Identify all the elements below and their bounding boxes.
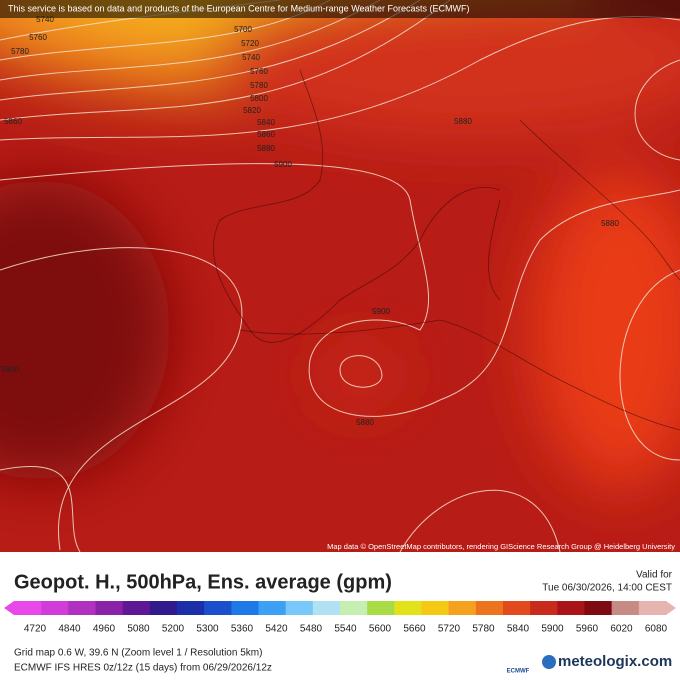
contour-label: 5820 [243, 106, 261, 115]
contour-label: 5900 [1, 365, 19, 374]
contour-label: 5880 [454, 117, 472, 126]
contour-label: 5700 [234, 25, 252, 34]
legend-title: Geopot. H., 500hPa, Ens. average (gpm) [14, 571, 392, 593]
contour-label: 5760 [29, 33, 47, 42]
scale-cell [95, 601, 124, 615]
scale-tick-label: 5840 [507, 624, 530, 635]
contour-label: 5880 [356, 418, 374, 427]
scale-tick-label: 6020 [610, 624, 633, 635]
map-attribution: Map data © OpenStreetMap contributors, r… [327, 542, 675, 551]
scale-cell [475, 601, 504, 615]
scale-tick-label: 5300 [196, 624, 219, 635]
scale-cell [367, 601, 395, 615]
scale-tick-label: 5600 [369, 624, 392, 635]
contour-label: 5740 [36, 15, 54, 24]
scale-cell [340, 601, 368, 615]
ecmwf-logo: ECMWF [507, 669, 530, 675]
scale-cell [285, 601, 314, 615]
scale-tick-label: 5900 [541, 624, 564, 635]
scale-tick-label: 5960 [576, 624, 599, 635]
scale-cell [611, 601, 640, 615]
brand: meteologix.com [558, 653, 672, 670]
legend-panel [0, 552, 680, 680]
scale-tick-label: 5660 [403, 624, 426, 635]
contour-label: 5780 [11, 47, 29, 56]
scale-cell [68, 601, 96, 615]
scale-tick-label: 4840 [58, 624, 81, 635]
scale-cell [584, 601, 613, 615]
scale-cell [557, 601, 585, 615]
contour-labels: 5740576057805700572057405760578058005820… [1, 15, 619, 427]
map: This service is based on data and produc… [0, 0, 680, 553]
contour-label: 5720 [241, 39, 259, 48]
scale-tick-label: 6080 [645, 624, 668, 635]
contour-label: 5880 [257, 144, 275, 153]
scale-cell [638, 601, 667, 615]
contour-label: 5740 [242, 53, 260, 62]
scale-tick-label: 5420 [265, 624, 288, 635]
scale-tick-label: 4720 [24, 624, 47, 635]
scale-arrow-right [666, 601, 676, 615]
scale-cell [421, 601, 450, 615]
scale-cell [204, 601, 232, 615]
contour-label: 5860 [257, 130, 275, 139]
scale-tick-label: 5480 [300, 624, 323, 635]
scale-tick-label: 5200 [162, 624, 185, 635]
scale-cell [231, 601, 259, 615]
scale-cell [394, 601, 422, 615]
contour-label: 5780 [250, 81, 268, 90]
scale-cell [530, 601, 558, 615]
contour-label: 5900 [372, 307, 390, 316]
brand-icon [542, 655, 556, 669]
header-notice: This service is based on data and produc… [8, 3, 470, 13]
scale-cell [41, 601, 69, 615]
footer-grid: Grid map 0.6 W, 39.6 N (Zoom level 1 / R… [14, 648, 262, 659]
scale-cell [258, 601, 287, 615]
scale-cell [312, 601, 341, 615]
scale-arrow-left [4, 601, 14, 615]
valid-time: Tue 06/30/2026, 14:00 CEST [542, 583, 672, 594]
scale-cell [448, 601, 477, 615]
contour-label: 5860 [4, 117, 22, 126]
valid-label: Valid for [636, 570, 673, 581]
scale-cell [503, 601, 531, 615]
contour-label: 5840 [257, 118, 275, 127]
contour-label: 5900 [274, 160, 292, 169]
scale-cell [122, 601, 151, 615]
scale-tick-label: 5720 [438, 624, 461, 635]
scale-cell [177, 601, 205, 615]
scale-cell [14, 601, 42, 615]
contour-label: 5760 [250, 67, 268, 76]
scale-tick-label: 5780 [472, 624, 495, 635]
contour-label: 5800 [250, 94, 268, 103]
color-scale: 4720 4840 4960 5080 5200 5300 5360 5420 5480 5540… [4, 601, 676, 635]
scale-tick-label: 5360 [231, 624, 254, 635]
contour-label: 5880 [601, 219, 619, 228]
scale-tick-label: 5080 [127, 624, 150, 635]
scale-tick-label: 4960 [93, 624, 116, 635]
scale-cell [149, 601, 178, 615]
footer-model: ECMWF IFS HRES 0z/12z (15 days) from 06/… [14, 663, 272, 674]
scale-tick-label: 5540 [334, 624, 357, 635]
